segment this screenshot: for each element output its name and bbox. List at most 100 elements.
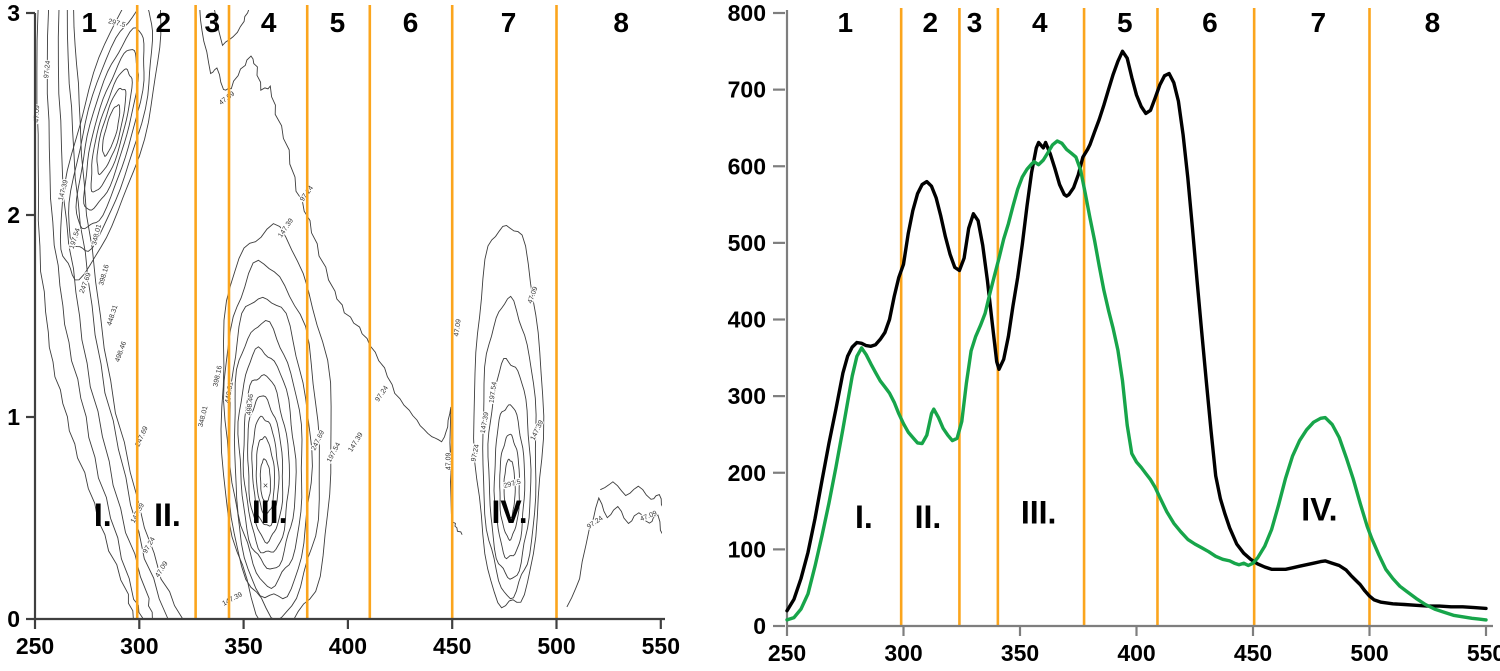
- x-tick-label: 350: [224, 633, 262, 659]
- contour-open-line: [600, 481, 662, 507]
- zone-number-label: 2: [923, 7, 939, 38]
- black-spectrum-curve: [785, 49, 1488, 613]
- y-tick-label: 1: [7, 404, 20, 430]
- contour-open-line: [66, 10, 169, 619]
- y-tick-label: 0: [7, 606, 20, 632]
- x-tick-label: 400: [329, 633, 367, 659]
- contour-level-label: 247.69: [79, 272, 93, 295]
- contour-level-label: 47.09: [446, 453, 453, 471]
- zone-number-label: 3: [967, 7, 983, 38]
- y-tick-label: 600: [728, 153, 766, 179]
- y-tick-label: 200: [728, 460, 766, 486]
- roman-peak-label: II.: [154, 497, 181, 533]
- contour-level-label: 97.24: [142, 536, 157, 555]
- contour-lines-group: ×: [36, 10, 662, 619]
- contour-level-label: 47.09: [453, 319, 462, 337]
- y-tick-label: 800: [728, 0, 766, 26]
- x-tick-label: 300: [120, 633, 158, 659]
- x-tick-label: 550: [642, 633, 680, 659]
- x-tick-label: 400: [1117, 640, 1155, 666]
- contour-loop-III: [255, 436, 275, 515]
- contour-level-label: 147.39: [347, 431, 364, 453]
- roman-peak-label: IV.: [1301, 491, 1337, 527]
- contour-open-line: [566, 496, 662, 608]
- roman-peak-label: I.: [855, 499, 873, 535]
- contour-level-label: 97.24: [586, 515, 604, 531]
- contour-center-marker: ×: [263, 481, 268, 491]
- y-tick-label: 500: [728, 230, 766, 256]
- zone-number-label: 7: [1310, 7, 1326, 38]
- contour-level-label: 348.01: [198, 405, 210, 428]
- contour-level-label: 47.09: [639, 510, 658, 523]
- contour-level-label: 448.31: [106, 304, 119, 327]
- x-tick-label: 250: [16, 633, 54, 659]
- contour-loop-III: [259, 458, 271, 505]
- contour-open-line: [214, 10, 250, 47]
- contour-open-line: [46, 10, 144, 619]
- contour-level-label: 197.54: [489, 381, 499, 403]
- y-tick-label: 700: [728, 77, 766, 103]
- contour-loop-I: [59, 10, 162, 281]
- roman-peak-label: IV.: [491, 494, 527, 530]
- roman-peak-label: I.: [94, 497, 112, 533]
- zone-number-label: 8: [1425, 7, 1441, 38]
- y-tick-label: 100: [728, 536, 766, 562]
- zone-number-label: 1: [81, 7, 97, 38]
- contour-level-label: 197.54: [326, 442, 342, 464]
- contour-plot: ×47.0997.24297.5147.39197.54247.69348.01…: [7, 0, 680, 659]
- contour-loop-I: [96, 87, 127, 176]
- contour-loop-I: [75, 27, 145, 230]
- roman-peak-label: III.: [252, 494, 288, 530]
- x-tick-label: 500: [537, 633, 575, 659]
- contour-level-label: 147.39: [530, 419, 546, 441]
- y-tick-label: 3: [7, 0, 20, 26]
- contour-loop-III: [247, 395, 284, 544]
- contour-panel: × 47.09 97.24 297.5 147.39 197.54 247.69 348.01…: [0, 0, 700, 671]
- y-tick-label: 2: [7, 202, 20, 228]
- spectrum-panel: 250 300 350 400 450 500 550 0 100 200 300 400 500 600…: [700, 0, 1500, 671]
- contour-loop-III: [237, 346, 297, 570]
- contour-level-label: 297.5: [107, 18, 126, 29]
- contour-level-label: 97.24: [374, 385, 390, 404]
- contour-level-label: 147.39: [58, 179, 70, 202]
- y-tick-label: 300: [728, 383, 766, 409]
- contour-loop-IV: [499, 433, 520, 541]
- contour-loop-III: [242, 374, 290, 554]
- contour-open-line: [199, 10, 463, 535]
- contour-level-label: 147.39: [277, 217, 295, 239]
- contour-open-line: [36, 10, 134, 619]
- contour-loop-IV: [482, 295, 537, 600]
- contour-loop-III: [223, 259, 320, 619]
- contour-level-label: 97.24: [470, 444, 481, 463]
- contour-level-label: 398.16: [98, 264, 111, 287]
- contour-labels-group: 47.0997.24297.5147.39197.54247.69348.013…: [32, 17, 659, 609]
- x-tick-label: 450: [1234, 640, 1272, 666]
- zone-number-label: 3: [205, 7, 221, 38]
- y-tick-label: 0: [753, 613, 766, 639]
- zone-number-label: 4: [261, 7, 277, 38]
- x-tick-label: 350: [1001, 640, 1039, 666]
- contour-loop-III: [229, 296, 313, 600]
- zone-number-label: 7: [501, 7, 517, 38]
- axes-group: [26, 11, 665, 629]
- contour-open-line: [73, 10, 183, 619]
- contour-loop-IV: [487, 358, 532, 580]
- contour-level-label: 47.09: [527, 286, 540, 305]
- contour-level-label: 498.46: [246, 394, 255, 416]
- contour-loop-III: [220, 223, 332, 619]
- y-tick-label: 400: [728, 307, 766, 333]
- contour-level-label: 498.46: [114, 341, 128, 364]
- contour-level-label: 97.24: [43, 60, 52, 78]
- axes-group: [773, 10, 1493, 636]
- zone-number-label: 4: [1032, 7, 1048, 38]
- contour-level-label: 147.39: [221, 591, 243, 607]
- contour-level-label: 348.01: [91, 224, 103, 247]
- contour-loop-III: [251, 415, 280, 527]
- zone-number-label: 6: [1202, 7, 1218, 38]
- contour-loop-I: [90, 68, 133, 193]
- zone-number-label: 8: [613, 7, 629, 38]
- contour-level-label: 247.69: [311, 429, 327, 451]
- roman-peak-label: III.: [1021, 494, 1057, 530]
- zone-number-label: 6: [403, 7, 419, 38]
